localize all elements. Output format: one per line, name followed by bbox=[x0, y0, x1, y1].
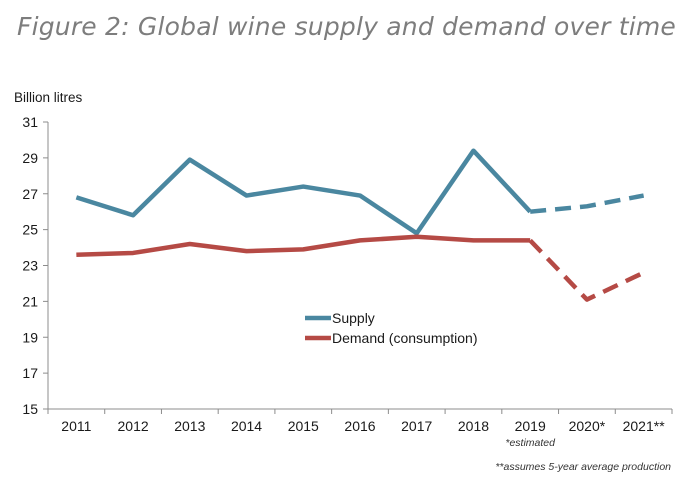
series-line-supply-projected bbox=[529, 193, 645, 214]
y-tick-label: 15 bbox=[22, 401, 38, 417]
y-tick-label: 29 bbox=[22, 150, 38, 166]
series-line-supply bbox=[75, 148, 532, 236]
x-tick-label: 2016 bbox=[344, 418, 375, 434]
legend-label: Supply bbox=[332, 310, 375, 326]
x-tick-label: 2012 bbox=[118, 418, 149, 434]
y-tick-label: 21 bbox=[22, 293, 38, 309]
x-tick-label: 2020* bbox=[569, 418, 606, 434]
series-line-demand bbox=[76, 234, 531, 257]
legend-label: Demand (consumption) bbox=[332, 330, 478, 346]
x-tick-label: 2021** bbox=[623, 418, 666, 434]
y-tick-label: 17 bbox=[22, 365, 38, 381]
x-tick-label: 2014 bbox=[231, 418, 262, 434]
x-tick-label: 2017 bbox=[401, 418, 432, 434]
y-tick-label: 25 bbox=[22, 222, 38, 238]
figure-title: Figure 2: Global wine supply and demand … bbox=[16, 12, 677, 41]
footnote-average: **assumes 5-year average production bbox=[495, 461, 671, 473]
y-tick-label: 31 bbox=[22, 114, 38, 130]
series-line-demand-projected bbox=[528, 238, 645, 302]
footnote-estimated: *estimated bbox=[505, 437, 556, 449]
y-tick-label: 23 bbox=[22, 258, 38, 274]
x-tick-label: 2013 bbox=[174, 418, 205, 434]
x-tick-label: 2015 bbox=[288, 418, 319, 434]
x-tick-label: 2018 bbox=[458, 418, 489, 434]
y-tick-label: 19 bbox=[22, 329, 38, 345]
x-tick-label: 2011 bbox=[61, 418, 91, 434]
x-tick-label: 2019 bbox=[515, 418, 546, 434]
y-axis-label: Billion litres bbox=[14, 90, 83, 105]
y-tick-label: 27 bbox=[22, 186, 38, 202]
